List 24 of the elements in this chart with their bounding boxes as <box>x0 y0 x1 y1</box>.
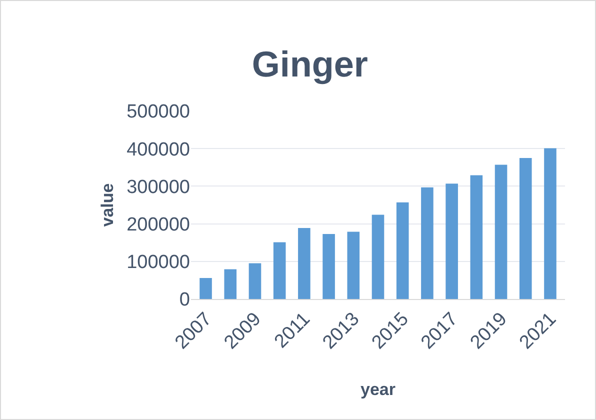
bar <box>396 202 409 299</box>
bar <box>544 148 556 299</box>
y-tick-label: 200000 <box>126 214 190 236</box>
bar <box>224 269 237 299</box>
bar <box>200 278 212 299</box>
bar <box>298 228 310 299</box>
bar <box>248 263 262 299</box>
y-tick-label: 500000 <box>126 102 190 123</box>
bar <box>421 187 434 299</box>
bar <box>494 164 508 299</box>
bar <box>347 232 360 299</box>
y-tick-label: 0 <box>179 290 190 311</box>
y-tick-label: 300000 <box>126 176 190 198</box>
y-tick-label: 100000 <box>126 252 190 274</box>
bar <box>470 175 483 299</box>
bar <box>372 214 384 299</box>
bar <box>273 242 286 299</box>
x-axis-title: year <box>360 380 396 399</box>
bar <box>322 234 335 299</box>
chart-title: Ginger <box>252 43 368 84</box>
y-axis-title: value <box>98 183 118 227</box>
bar <box>519 158 532 299</box>
bar <box>446 184 458 299</box>
y-tick-label: 400000 <box>126 139 190 160</box>
